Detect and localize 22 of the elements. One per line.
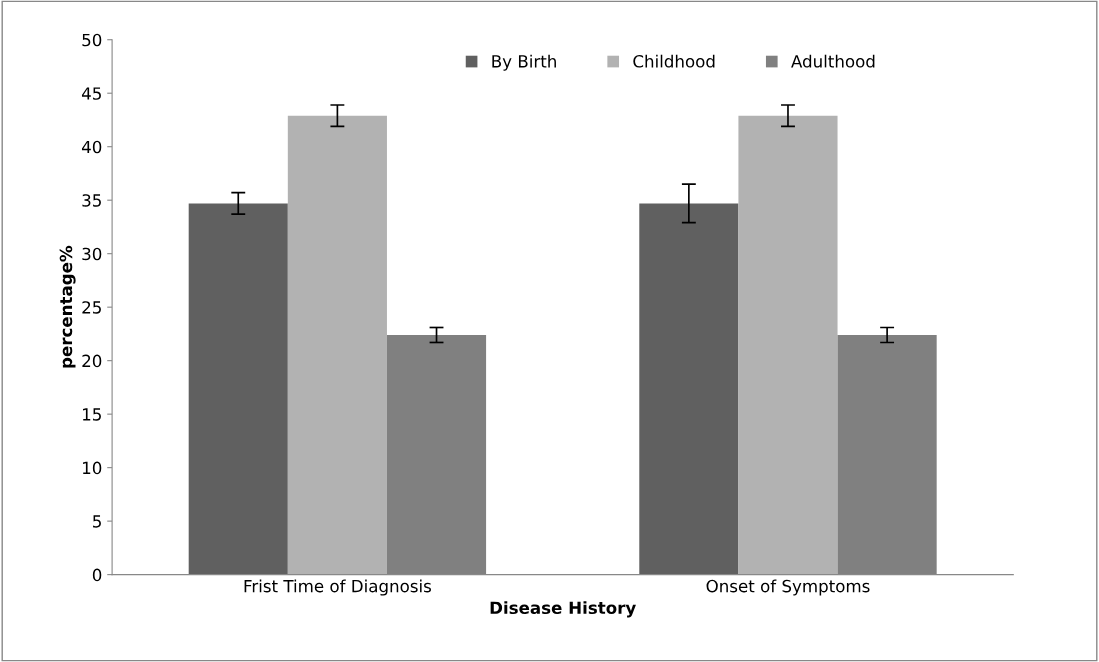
x-tick-label: Onset of Symptoms [706, 579, 870, 596]
y-tick-label: 45 [81, 87, 101, 100]
bar [738, 115, 838, 575]
y-tick-label: 35 [82, 194, 101, 207]
y-axis-title: percentage% [59, 245, 76, 368]
y-tick-label: 10 [83, 461, 102, 475]
y-tick-label: 20 [82, 354, 102, 368]
y-tick-label: 30 [82, 247, 102, 261]
y-tick-label: 40 [81, 140, 102, 154]
legend-label: Adulthood [791, 54, 875, 68]
bar [639, 203, 739, 575]
y-tick-label: 25 [82, 301, 101, 314]
y-tick-label: 0 [92, 568, 102, 582]
y-tick-label: 15 [83, 408, 101, 421]
bar [287, 115, 387, 575]
legend-label: Childhood [633, 54, 715, 68]
x-axis-title: Disease History [490, 601, 636, 618]
x-tick-label: Frist Time of Diagnosis [244, 579, 431, 596]
y-tick-label: 50 [82, 33, 102, 47]
legend-label: By Birth [492, 54, 556, 71]
y-tick-label: 5 [93, 515, 101, 528]
bar [188, 203, 288, 575]
